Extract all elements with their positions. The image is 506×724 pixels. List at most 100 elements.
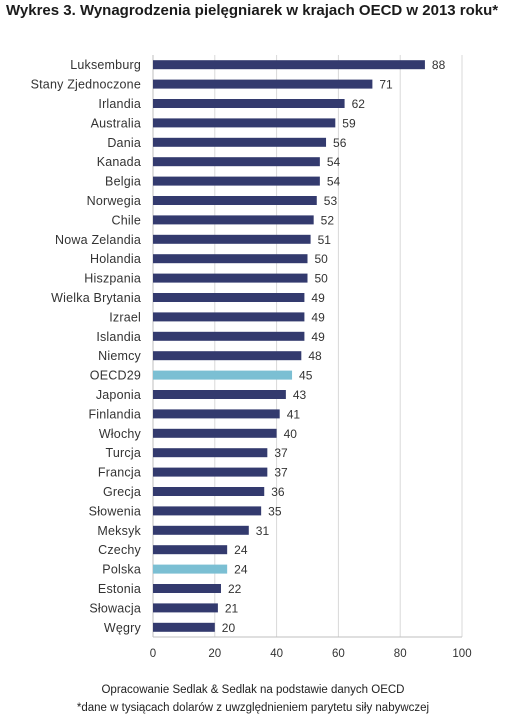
category-label: Czechy [98,543,141,557]
bar [153,79,373,89]
bar [153,273,308,283]
value-label: 54 [327,155,341,169]
value-label: 45 [299,369,313,383]
value-label: 49 [311,291,325,305]
bar [153,467,268,477]
value-label: 43 [293,388,307,402]
category-label: Francja [98,466,141,480]
chart-title: Wykres 3. Wynagrodzenia pielęgniarek w k… [6,2,499,19]
category-label: Słowenia [89,504,141,518]
x-tick-label: 100 [452,648,471,660]
bar [153,176,320,186]
value-label: 50 [315,272,329,286]
value-labels: 88 71 62 59 56 54 54 53 52 51 50 50 49 49 49 48 45 43 41 40… [222,58,446,635]
bar [153,370,293,380]
x-tick-label: 20 [208,648,221,660]
x-tick-label: 40 [270,648,283,660]
value-label: 88 [432,58,446,72]
category-label: OECD29 [90,369,141,383]
category-label: Nowa Zelandia [55,233,141,247]
value-label: 50 [315,252,329,266]
value-label: 37 [274,446,288,460]
source-note: Opracowanie Sedlak & Sedlak na podstawie… [101,684,405,696]
value-label: 20 [222,621,236,635]
category-label: Hiszpania [84,272,141,286]
value-label: 48 [308,349,322,363]
value-label: 52 [321,213,335,227]
bar [153,409,280,419]
value-label: 40 [284,427,298,441]
bar [153,525,249,535]
bar [153,137,327,147]
category-label: Belgia [105,175,141,189]
bar [153,99,345,108]
category-label: Wielka Brytania [51,291,141,305]
category-label: Japonia [96,388,141,402]
category-label: Kanada [97,155,141,169]
x-tick-label: 0 [150,648,156,660]
category-label: Grecja [103,485,141,499]
category-label: Węgry [104,621,142,635]
category-labels: Luksemburg Stany Zjednoczone Irlandia Austr… [31,58,142,635]
value-label: 31 [256,524,270,538]
bar [153,351,302,361]
bar [153,293,305,302]
category-label: Irlandia [98,97,141,111]
category-label: Dania [107,136,141,150]
category-label: Finlandia [88,407,141,421]
category-label: Islandia [96,330,141,344]
bar [153,196,317,205]
value-label: 49 [311,330,325,344]
bar [153,234,311,244]
bar [153,312,305,322]
bar [153,545,228,555]
value-label: 37 [274,466,288,480]
bar [153,215,314,225]
x-tick-labels: 0 20 40 60 80 100 [150,648,472,660]
category-label: Polska [102,563,141,577]
bar-chart: Luksemburg Stany Zjednoczone Irlandia Austr… [31,55,472,660]
category-label: Turcja [106,446,141,460]
value-label: 22 [228,582,242,596]
x-tick-label: 60 [332,648,345,660]
bar [153,118,336,128]
value-label: 35 [268,504,282,518]
category-label: Holandia [90,252,141,266]
value-label: 24 [234,543,248,557]
bar [153,390,286,399]
category-label: Stany Zjednoczone [31,78,141,92]
value-label: 24 [234,563,248,577]
value-label: 51 [318,233,332,247]
value-label: 56 [333,136,347,150]
category-label: Niemcy [98,349,141,363]
value-label: 49 [311,310,325,324]
bars [153,60,425,632]
bar [153,603,218,613]
category-label: Australia [91,116,141,130]
category-label: Chile [112,213,142,227]
category-label: Włochy [99,427,142,441]
value-label: 54 [327,175,341,189]
value-label: 36 [271,485,285,499]
x-tick-label: 80 [394,648,407,660]
category-label: Słowacja [89,601,141,615]
grid-lines [152,55,463,638]
category-label: Izrael [109,310,141,324]
footnote: *dane w tysiącach dolarów z uwzględnieni… [76,702,430,714]
bar [153,428,277,438]
bar [153,564,228,574]
value-label: 71 [379,78,393,92]
value-label: 62 [352,97,366,111]
bar [153,60,425,70]
category-label: Meksyk [97,524,141,538]
value-label: 59 [342,116,356,130]
bar [153,622,215,632]
bar [153,157,320,167]
category-label: Luksemburg [70,58,141,72]
bar [153,448,268,458]
bar [153,487,265,496]
bar [153,506,262,516]
category-label: Norwegia [87,194,141,208]
value-label: 41 [287,407,301,421]
value-label: 53 [324,194,338,208]
